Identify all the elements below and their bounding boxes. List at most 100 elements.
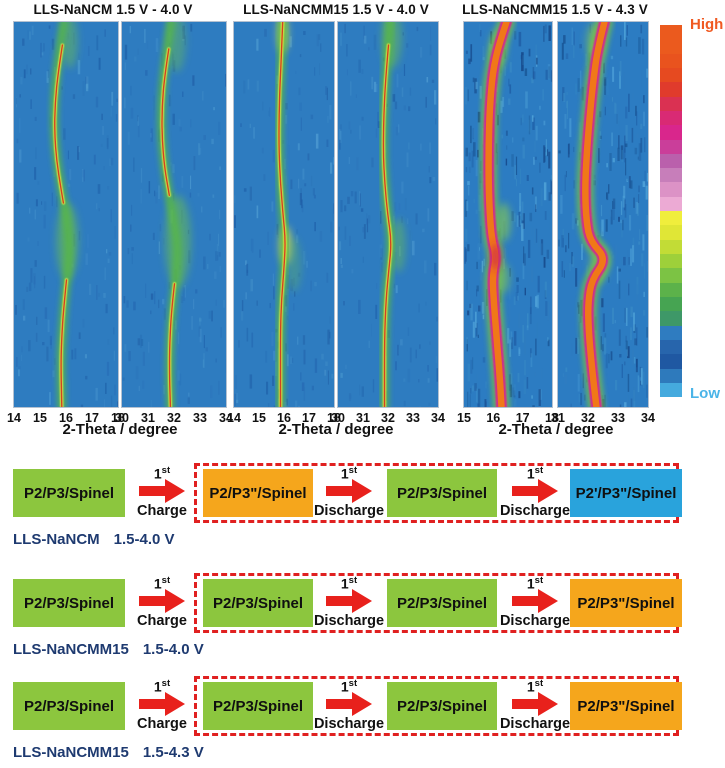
colorbar-segment bbox=[660, 311, 682, 326]
red-arrow-icon bbox=[512, 479, 558, 503]
phase-box: P2/P3"/Spinel bbox=[570, 579, 682, 627]
x-axis-label: 2-Theta / degree bbox=[278, 421, 394, 438]
phase-box-label: P2/P3/Spinel bbox=[23, 594, 115, 612]
phase-box-label: P2/P3/Spinel bbox=[396, 484, 488, 502]
phase-box-label: P2/P3/Spinel bbox=[23, 484, 115, 502]
phase-box: P2/P3/Spinel bbox=[387, 469, 497, 517]
colorbar-segment bbox=[660, 211, 682, 226]
colorbar-segment bbox=[660, 196, 682, 212]
discharge-arrow-group: 1st Discharge bbox=[311, 463, 387, 519]
arrow-label: Charge bbox=[137, 716, 187, 732]
axis-tick-label: 15 bbox=[33, 411, 47, 425]
axis-tick-label: 16 bbox=[59, 411, 73, 425]
axis-tick-label: 33 bbox=[611, 411, 625, 425]
axis-tick-label: 32 bbox=[381, 411, 395, 425]
x-axis-label: 2-Theta / degree bbox=[498, 421, 614, 438]
axis-tick-label: 16 bbox=[486, 411, 501, 425]
phase-box: P2/P3/Spinel bbox=[203, 579, 313, 627]
arrow-ordinal: 1st bbox=[340, 678, 358, 695]
xrd-heatmap-panel: 30 31 32 33 34 bbox=[331, 21, 445, 425]
axis-tick-label: 34 bbox=[431, 411, 445, 425]
arrow-label: Discharge bbox=[313, 716, 385, 732]
colorbar-segment bbox=[660, 382, 682, 398]
axis-tick-label: 17 bbox=[515, 411, 530, 425]
colorbar-segment bbox=[660, 53, 682, 68]
charge-arrow-group: 1st Charge bbox=[124, 573, 200, 629]
axis-tick-label: 14 bbox=[227, 411, 241, 425]
colorbar-segment bbox=[660, 125, 682, 140]
phase-box-label: P2/P3"/Spinel bbox=[209, 484, 307, 502]
phase-box-label: P2/P3/Spinel bbox=[396, 594, 488, 612]
discharge-arrow-group: 1st Discharge bbox=[497, 676, 573, 732]
colorbar-segment bbox=[660, 368, 682, 383]
axis-tick-label: 33 bbox=[193, 411, 207, 425]
phase-box: P2'/P3"/Spinel bbox=[570, 469, 682, 517]
colorbar-segment bbox=[660, 39, 682, 54]
x-axis-label: 2-Theta / degree bbox=[62, 421, 178, 438]
axis-tick-label: 33 bbox=[406, 411, 420, 425]
red-arrow-icon bbox=[326, 589, 372, 613]
colorbar-segment bbox=[660, 354, 682, 369]
row-label: LLS-NaNCM 1.5-4.0 V bbox=[13, 531, 175, 548]
axis-tick-label: 18 bbox=[111, 411, 125, 425]
phase-box-initial: P2/P3/Spinel bbox=[13, 579, 125, 627]
phase-box-label: P2/P3/Spinel bbox=[396, 697, 488, 715]
colorbar-segment bbox=[660, 153, 682, 169]
arrow-ordinal: 1st bbox=[153, 575, 171, 592]
phase-box: P2/P3"/Spinel bbox=[203, 469, 313, 517]
phase-box-initial: P2/P3/Spinel bbox=[13, 469, 125, 517]
phase-box: P2/P3"/Spinel bbox=[570, 682, 682, 730]
colorbar-segment bbox=[660, 239, 682, 254]
colorbar-segment bbox=[660, 268, 682, 283]
axis-tick-label: 30 bbox=[115, 411, 129, 425]
red-arrow-icon bbox=[139, 589, 185, 613]
xrd-heatmap-panel: 31 32 33 34 bbox=[551, 21, 655, 425]
colorbar-segment bbox=[660, 110, 682, 126]
colorbar-segment bbox=[660, 282, 682, 297]
colorbar-low-label: Low bbox=[690, 385, 720, 402]
arrow-ordinal: 1st bbox=[340, 575, 358, 592]
arrow-ordinal: 1st bbox=[340, 465, 358, 482]
axis-tick-label: 32 bbox=[581, 411, 595, 425]
arrow-ordinal: 1st bbox=[526, 575, 544, 592]
discharge-arrow-group: 1st Discharge bbox=[497, 573, 573, 629]
colorbar-segment bbox=[660, 67, 682, 83]
axis-tick-label: 16 bbox=[277, 411, 291, 425]
first-cycle-region: P2/P3"/Spinel 1st Discharge P2/P3/Spinel… bbox=[194, 463, 682, 523]
colorbar bbox=[660, 25, 682, 398]
red-arrow-icon bbox=[139, 479, 185, 503]
colorbar-segment bbox=[660, 339, 682, 355]
axis-tick-label: 34 bbox=[219, 411, 233, 425]
axis-tick-label: 30 bbox=[331, 411, 345, 425]
discharge-arrow-group: 1st Discharge bbox=[311, 676, 387, 732]
xrd-heatmap-panel: 14 15 16 17 18 bbox=[7, 21, 125, 425]
red-arrow-icon bbox=[512, 589, 558, 613]
phase-box-label: P2/P3/Spinel bbox=[212, 697, 304, 715]
row-label: LLS-NaNCMM15 1.5-4.0 V bbox=[13, 641, 204, 658]
phase-box-initial: P2/P3/Spinel bbox=[13, 682, 125, 730]
first-cycle-region: P2/P3/Spinel 1st Discharge P2/P3/Spinel … bbox=[194, 573, 682, 633]
axis-tick-label: 31 bbox=[551, 411, 565, 425]
axis-tick-label: 18 bbox=[327, 411, 341, 425]
red-arrow-icon bbox=[512, 692, 558, 716]
phase-box-label: P2/P3/Spinel bbox=[212, 594, 304, 612]
xrd-heatmap-panel: 14 15 16 17 18 bbox=[227, 21, 341, 425]
axis-tick-label: 34 bbox=[641, 411, 655, 425]
charge-arrow-group: 1st Charge bbox=[124, 676, 200, 732]
phase-box: P2/P3/Spinel bbox=[387, 682, 497, 730]
arrow-label: Discharge bbox=[499, 503, 571, 519]
first-cycle-region: P2/P3/Spinel 1st Discharge P2/P3/Spinel … bbox=[194, 676, 682, 736]
arrow-label: Discharge bbox=[313, 503, 385, 519]
colorbar-segment bbox=[660, 82, 682, 97]
arrow-label: Discharge bbox=[499, 716, 571, 732]
xrd-heatmap-panel: 30 31 32 33 34 bbox=[115, 21, 233, 425]
discharge-arrow-group: 1st Discharge bbox=[497, 463, 573, 519]
flow-row: P2/P3/Spinel 1st Charge P2/P3"/Spinel 1s… bbox=[0, 463, 725, 563]
flow-row: P2/P3/Spinel 1st Charge P2/P3/Spinel 1st… bbox=[0, 676, 725, 768]
red-arrow-icon bbox=[326, 692, 372, 716]
colorbar-segment bbox=[660, 182, 682, 197]
colorbar-segment bbox=[660, 296, 682, 312]
row-label: LLS-NaNCMM15 1.5-4.3 V bbox=[13, 744, 204, 761]
arrow-ordinal: 1st bbox=[153, 678, 171, 695]
panel-group-title: LLS-NaNCMM15 1.5 V - 4.3 V bbox=[462, 2, 648, 17]
